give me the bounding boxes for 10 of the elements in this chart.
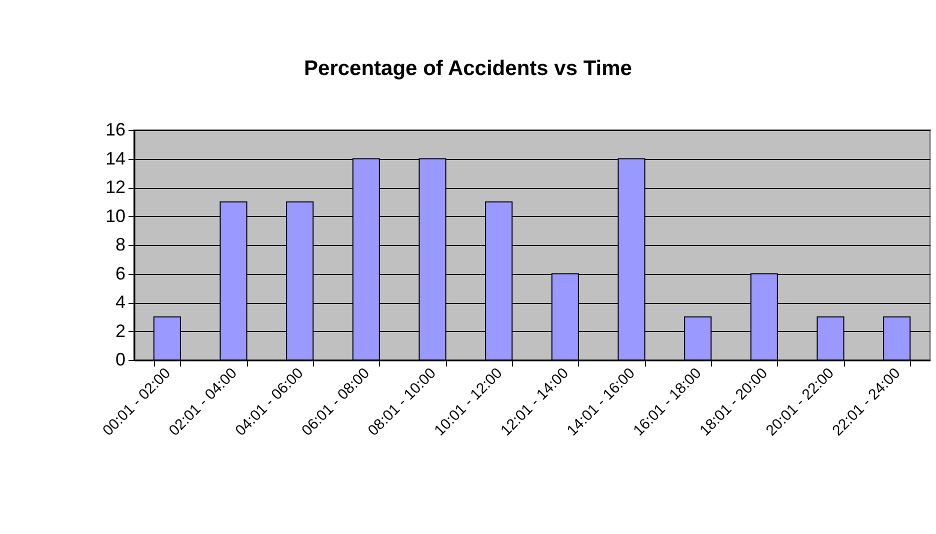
y-tick-label: 12 — [105, 177, 126, 197]
y-tick-label: 8 — [115, 234, 126, 254]
y-tick-label: 2 — [115, 320, 126, 341]
y-tick-label: 14 — [105, 148, 126, 168]
chart-title: Percentage of Accidents vs Time — [304, 57, 632, 80]
y-tick-label: 10 — [105, 206, 126, 226]
y-tick-label: 4 — [115, 292, 126, 312]
y-tick-label: 16 — [105, 120, 126, 140]
y-tick-label: 6 — [115, 263, 126, 284]
y-tick-label: 0 — [115, 350, 126, 370]
